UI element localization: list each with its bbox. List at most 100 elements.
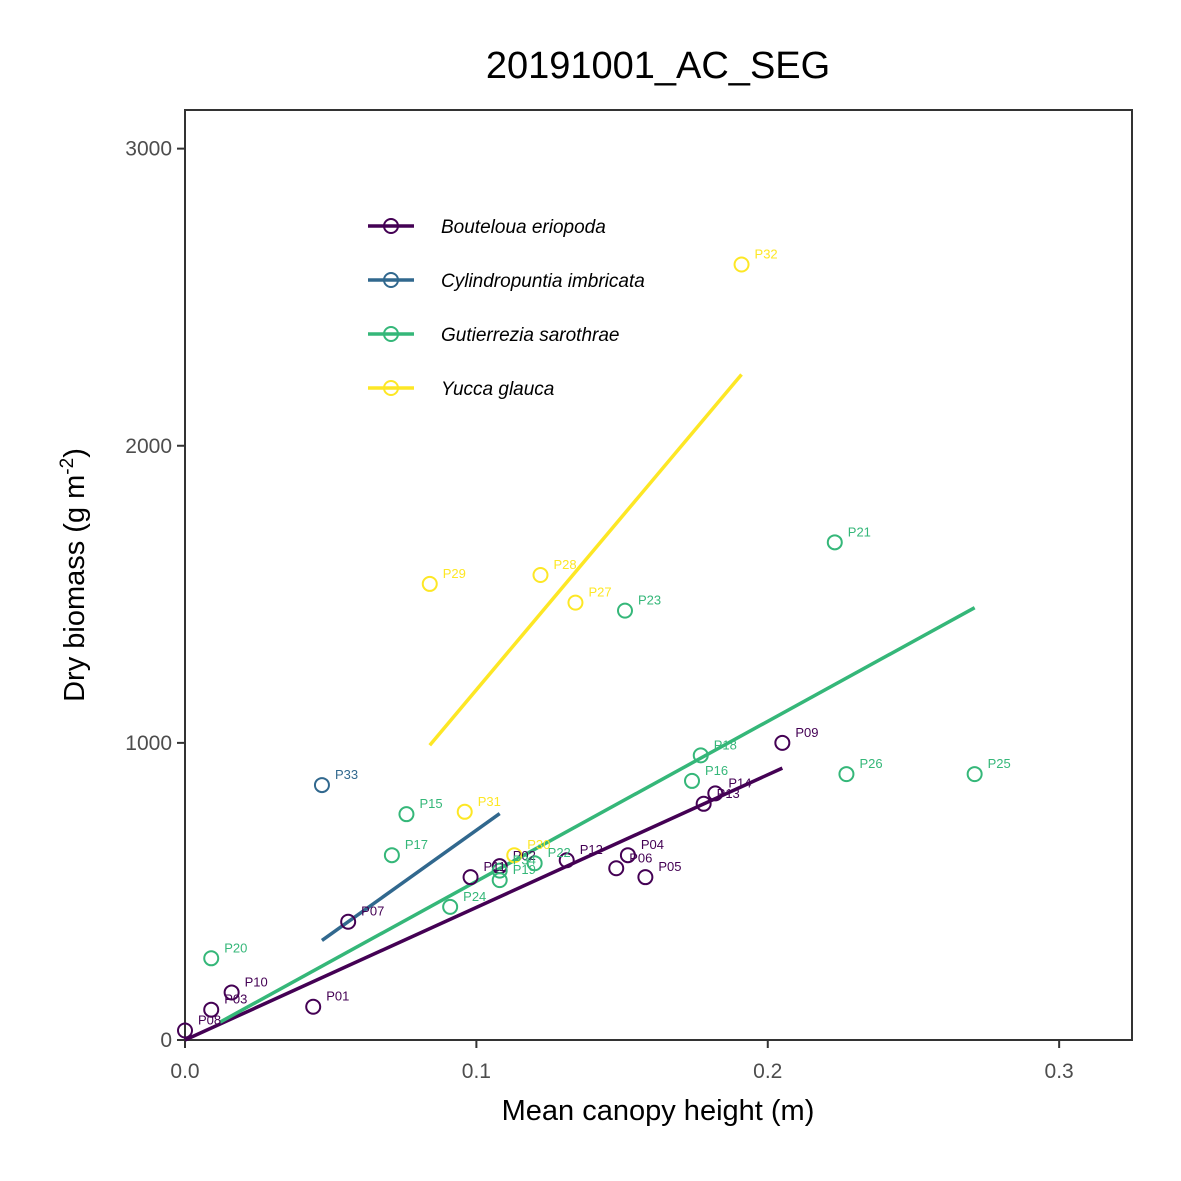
point-label: P02 [513,848,536,863]
y-axis-title-main: Dry biomass (g m [59,475,91,702]
data-point [567,594,584,611]
data-point [223,984,240,1001]
point-label: P32 [755,247,778,262]
data-point [692,747,709,764]
point-label: P22 [548,845,571,860]
data-point [532,567,549,583]
data-point [491,862,508,879]
data-point [442,898,459,915]
y-axis-title-close: ) [59,448,91,458]
chart-title: 20191001_AC_SEG [486,45,830,87]
data-point [966,766,983,783]
point-label: P27 [588,585,611,600]
data-point [203,1001,220,1018]
point-label: P19 [513,862,536,877]
point-label: P31 [478,794,501,809]
data-point [707,785,724,802]
data-point [491,872,508,889]
data-point [398,806,415,823]
data-point [203,950,220,967]
legend-label: Cylindropuntia imbricata [441,271,645,292]
data-point [558,852,575,869]
point-label: P30 [527,837,550,852]
y-axis-title: Dry biomass (g m-2) [57,448,91,702]
data-point [619,847,636,864]
data-point [313,777,330,794]
point-label: P10 [245,974,268,989]
legend-key-point [383,326,399,342]
point-label: P07 [361,904,384,919]
point-label: P26 [859,756,882,771]
fit-line [219,606,976,1024]
x-tick-label: 0.0 [170,1060,199,1083]
y-tick-label: 0 [160,1029,172,1052]
point-label: P13 [717,786,740,801]
data-point [305,998,322,1015]
y-tick-label: 2000 [125,435,172,458]
data-point [774,734,791,751]
legend-label: Bouteloua eriopoda [441,217,606,238]
point-label: P16 [705,763,728,778]
point-label: P29 [443,566,466,581]
point-label: P14 [728,775,751,790]
data-points [177,256,983,1039]
fit-line [320,812,501,942]
data-point [526,855,543,872]
data-point [684,772,701,789]
point-labels: P01P02P03P04P05P06P07P08P09P10P11P12P13P… [198,247,1011,1028]
data-point [383,847,400,864]
x-tick-label: 0.2 [753,1060,782,1083]
point-label: P24 [463,889,486,904]
data-point [421,575,438,592]
fit-line [428,373,743,747]
point-label: P25 [988,756,1011,771]
data-point [637,869,654,886]
fit-lines [184,373,976,1042]
point-label: P01 [326,989,349,1004]
point-label: P04 [641,837,664,852]
data-point [608,860,625,877]
data-point [838,766,855,783]
point-label: P23 [638,593,661,608]
legend-label: Gutierrezia sarothrae [441,325,619,346]
point-label: P09 [795,725,818,740]
point-label: P12 [580,842,603,857]
point-label: P03 [224,992,247,1007]
point-label: P05 [658,859,681,874]
point-label: P33 [335,767,358,782]
x-tick-label: 0.3 [1045,1060,1074,1083]
x-axis-title: Mean canopy height (m) [502,1095,815,1127]
y-tick-label: 1000 [125,732,172,755]
data-point [695,795,712,812]
legend-key-point [383,218,399,234]
point-label: P34 [513,853,536,868]
point-label: P11 [484,859,506,874]
plot-panel [184,109,1133,1041]
y-tick-label: 3000 [125,138,172,161]
x-axis: 0.0 0.1 0.2 0.3 [170,1040,1074,1083]
data-point [506,847,523,864]
point-label: P21 [848,524,871,539]
data-point [826,534,843,551]
legend-key-point [383,272,399,288]
y-axis-title-exponent: -2 [57,458,78,475]
point-label: P20 [224,940,247,955]
data-point [177,1022,193,1039]
data-point [340,913,357,930]
legend: Bouteloua eriopoda Cylindropuntia imbrica… [368,217,645,400]
data-point [462,869,479,886]
data-point [456,803,473,820]
point-label: P28 [553,557,576,572]
legend-key-point [383,380,399,396]
legend-label: Yucca glauca [441,379,554,400]
y-axis: 0 1000 2000 3000 [125,138,185,1052]
point-label: P06 [629,850,652,865]
x-tick-label: 0.1 [462,1060,491,1083]
point-label: P15 [419,796,442,811]
fit-line [184,766,784,1042]
point-label: P18 [714,737,737,752]
data-point [616,602,633,619]
data-point [733,256,750,273]
point-label: P17 [405,837,428,852]
